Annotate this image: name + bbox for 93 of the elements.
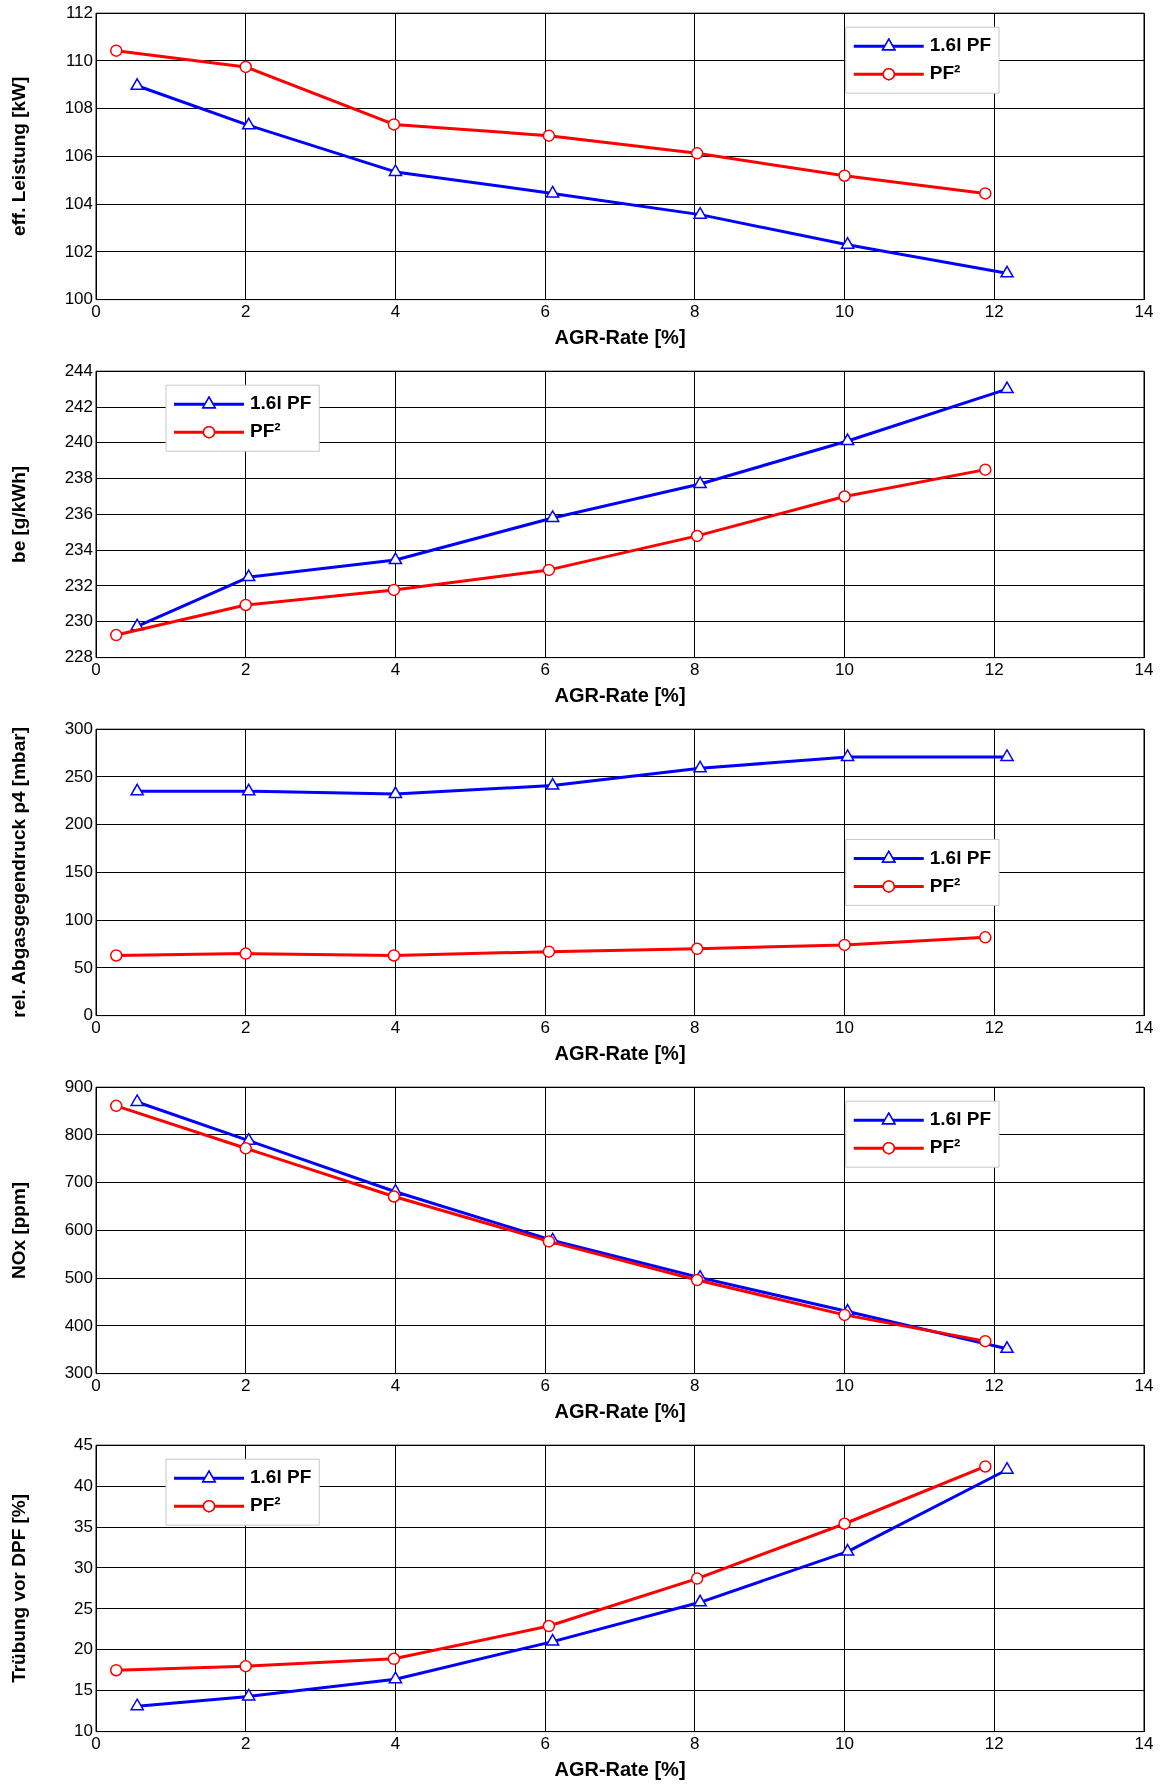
x-tick-label: 6 (540, 1734, 550, 1754)
y-tick-label: 240 (64, 432, 93, 452)
y-tick-label: 900 (64, 1076, 93, 1096)
y-axis-title: NOx [ppm] (7, 1181, 29, 1279)
y-tick-label: 700 (64, 1172, 93, 1192)
x-tick-label: 12 (984, 302, 1004, 322)
legend-label: PF² (250, 420, 281, 442)
x-tick-label: 2 (240, 1376, 251, 1396)
legend-label: PF² (929, 62, 961, 84)
x-axis-title: AGR-Rate [%] (554, 325, 686, 348)
y-tick-label: 35 (74, 1516, 93, 1536)
x-tick-label: 14 (1134, 302, 1154, 322)
legend-label: 1.6l PF (929, 846, 991, 868)
y-tick-label: 100 (64, 909, 93, 929)
x-axis-title: AGR-Rate [%] (554, 683, 686, 706)
y-tick-label: 106 (64, 146, 93, 166)
x-tick-label: 2 (240, 1734, 251, 1754)
y-tick-label: 104 (64, 193, 93, 213)
legend-label: 1.6l PF (250, 392, 312, 414)
y-tick-label: 236 (64, 504, 93, 524)
y-tick-label: 30 (74, 1557, 93, 1577)
y-axis-title: rel. Abgasgegendruck p4 [mbar] (7, 727, 29, 1018)
y-tick-label: 20 (74, 1639, 93, 1659)
y-tick-label: 102 (64, 241, 93, 261)
x-tick-label: 12 (984, 1734, 1004, 1754)
x-tick-label: 4 (390, 1376, 401, 1396)
legend-label: PF² (929, 1136, 961, 1158)
y-tick-label: 242 (64, 396, 93, 416)
x-tick-label: 6 (540, 1018, 550, 1038)
x-tick-label: 12 (984, 1376, 1004, 1396)
legend-label: 1.6l PF (929, 1108, 991, 1130)
x-tick-label: 14 (1134, 1376, 1154, 1396)
x-tick-label: 10 (835, 1018, 855, 1038)
x-tick-label: 4 (390, 302, 401, 322)
x-tick-label: 10 (835, 302, 855, 322)
y-tick-label: 108 (64, 98, 93, 118)
x-tick-label: 8 (690, 1376, 700, 1396)
y-tick-label: 232 (64, 575, 93, 595)
y-tick-label: 238 (64, 468, 93, 488)
x-tick-label: 14 (1134, 660, 1154, 680)
x-tick-label: 10 (835, 1734, 855, 1754)
x-tick-label: 4 (390, 1018, 401, 1038)
x-tick-label: 2 (240, 302, 251, 322)
y-tick-label: 40 (74, 1475, 93, 1495)
x-tick-label: 2 (240, 1018, 251, 1038)
y-tick-label: 250 (64, 766, 93, 786)
x-tick-label: 12 (984, 1018, 1004, 1038)
y-tick-label: 200 (64, 814, 93, 834)
y-tick-label: 50 (74, 957, 93, 977)
legend-label: 1.6l PF (929, 34, 991, 56)
y-tick-label: 300 (64, 1363, 93, 1383)
x-tick-label: 8 (690, 302, 700, 322)
y-tick-label: 228 (64, 647, 93, 667)
y-axis-title: Trübung vor DPF [%] (7, 1493, 29, 1683)
legend-label: PF² (929, 874, 961, 896)
y-tick-label: 0 (83, 1005, 93, 1025)
y-tick-label: 10 (74, 1721, 93, 1741)
y-tick-label: 800 (64, 1124, 93, 1144)
y-axis-title: be [g/kWh] (7, 465, 29, 563)
y-tick-label: 600 (64, 1220, 93, 1240)
y-tick-label: 400 (64, 1315, 93, 1335)
x-tick-label: 6 (540, 1376, 550, 1396)
x-tick-label: 6 (540, 302, 550, 322)
x-tick-label: 8 (690, 1734, 700, 1754)
x-tick-label: 8 (690, 660, 700, 680)
x-tick-label: 14 (1134, 1734, 1154, 1754)
x-tick-label: 4 (390, 1734, 401, 1754)
x-axis-title: AGR-Rate [%] (554, 1399, 686, 1422)
y-tick-label: 500 (64, 1267, 93, 1287)
y-tick-label: 100 (64, 289, 93, 309)
x-tick-label: 6 (540, 660, 550, 680)
x-tick-label: 2 (240, 660, 251, 680)
x-axis-title: AGR-Rate [%] (554, 1757, 686, 1780)
legend-label: 1.6l PF (250, 1466, 312, 1488)
y-tick-label: 110 (65, 50, 93, 70)
y-tick-label: 15 (74, 1680, 93, 1700)
y-tick-label: 300 (64, 718, 93, 738)
x-axis-title: AGR-Rate [%] (554, 1041, 686, 1064)
x-tick-label: 8 (690, 1018, 700, 1038)
y-tick-label: 112 (65, 2, 93, 22)
x-tick-label: 14 (1134, 1018, 1154, 1038)
y-tick-label: 150 (64, 862, 93, 882)
y-axis-title: eff. Leistung [kW] (7, 76, 29, 237)
legend-label: PF² (250, 1494, 281, 1516)
y-tick-label: 25 (74, 1598, 93, 1618)
y-tick-label: 244 (64, 360, 93, 380)
x-tick-label: 4 (390, 660, 401, 680)
x-tick-label: 10 (835, 1376, 855, 1396)
y-tick-label: 234 (64, 539, 93, 559)
y-tick-label: 45 (74, 1434, 93, 1454)
y-tick-label: 230 (64, 611, 93, 631)
x-tick-label: 12 (984, 660, 1004, 680)
x-tick-label: 10 (835, 660, 855, 680)
